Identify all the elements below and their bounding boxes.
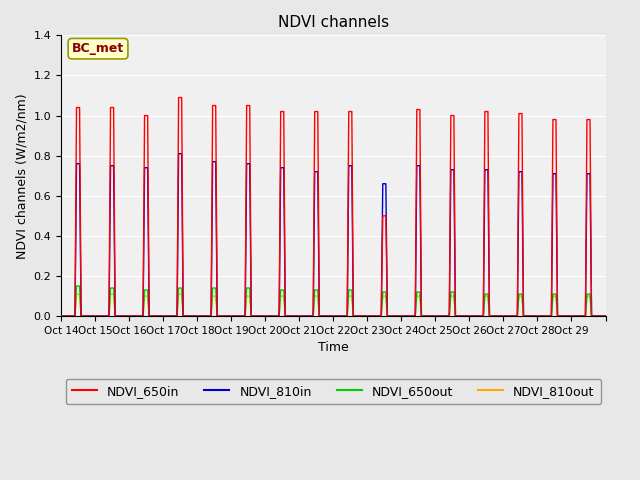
Y-axis label: NDVI channels (W/m2/nm): NDVI channels (W/m2/nm): [15, 93, 28, 259]
Title: NDVI channels: NDVI channels: [278, 15, 389, 30]
Legend: NDVI_650in, NDVI_810in, NDVI_650out, NDVI_810out: NDVI_650in, NDVI_810in, NDVI_650out, NDV…: [66, 379, 601, 404]
X-axis label: Time: Time: [318, 341, 349, 354]
Text: BC_met: BC_met: [72, 42, 124, 55]
